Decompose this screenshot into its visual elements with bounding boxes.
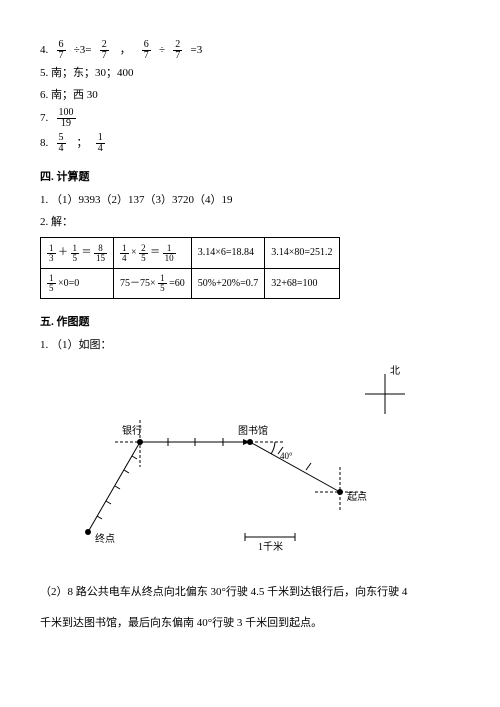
frac-100-19: 10019 (57, 108, 76, 129)
table-row: 15 ×0=0 75－75× 15 =60 50%+20%=0.7 32+68=… (41, 268, 340, 298)
answer-8: 8. 54 ； 14 (40, 133, 460, 154)
section4-title: 四. 计算题 (40, 168, 460, 184)
route-diagram: 北 终点 银行 图书馆 起点 40° (40, 362, 460, 562)
section4-line2: 2. 解： (40, 214, 460, 232)
q4-num: 4. (40, 44, 48, 56)
frac-5-4: 54 (57, 133, 66, 154)
cell-r1c1: 13 ＋ 15 ＝ 815 (41, 238, 114, 268)
section5-title: 五. 作图题 (40, 313, 460, 329)
frac-2-7b: 27 (173, 40, 182, 61)
route-svg: 北 终点 银行 图书馆 起点 40° (40, 362, 460, 562)
label-end: 终点 (95, 532, 115, 545)
table-row: 13 ＋ 15 ＝ 815 14 × 25 ＝ 110 3.14×6=18.84… (41, 238, 340, 268)
label-angle: 40° (280, 451, 293, 461)
label-start: 起点 (347, 491, 367, 503)
section5-line1: 1. （1）如图： (40, 337, 460, 355)
answer-6: 6. 南；西 30 (40, 87, 460, 105)
calc-table: 13 ＋ 15 ＝ 815 14 × 25 ＝ 110 3.14×6=18.84… (40, 237, 340, 298)
label-bank: 银行 (122, 424, 142, 437)
cell-r2c4: 32+68=100 (265, 268, 339, 298)
section5-line2: （2）8 路公共电车从终点向北偏东 30°行驶 4.5 千米到达银行后，向东行驶… (40, 580, 460, 604)
cell-r2c1: 15 ×0=0 (41, 268, 114, 298)
cell-r1c3: 3.14×6=18.84 (191, 238, 264, 268)
answer-7: 7. 10019 (40, 108, 460, 129)
answer-5: 5. 南；东；30；400 (40, 65, 460, 83)
section5-line3: 千米到达图书馆，最后向东偏南 40°行驶 3 千米回到起点。 (40, 611, 460, 635)
frac-2-7a: 27 (100, 40, 109, 61)
cell-r1c2: 14 × 25 ＝ 110 (114, 238, 192, 268)
cell-r2c2: 75－75× 15 =60 (114, 268, 192, 298)
cell-r2c3: 50%+20%=0.7 (191, 268, 264, 298)
answer-4: 4. 67 ÷3= 27 ， 67 ÷ 27 =3 (40, 40, 460, 61)
label-scale: 1千米 (258, 540, 283, 553)
label-library: 图书馆 (238, 424, 268, 437)
cell-r1c4: 3.14×80=251.2 (265, 238, 339, 268)
section4-line1: 1. （1）9393（2）137（3）3720（4）19 (40, 192, 460, 210)
frac-6-7b: 67 (142, 40, 151, 61)
frac-6-7a: 67 (57, 40, 66, 61)
frac-1-4: 14 (96, 133, 105, 154)
label-north: 北 (390, 365, 400, 377)
